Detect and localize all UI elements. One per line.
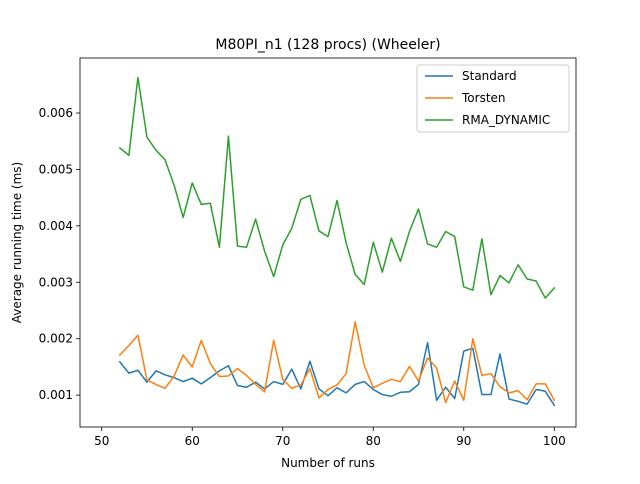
axes-frame <box>79 57 577 428</box>
series-lines <box>118 76 556 407</box>
x-axis-label: Number of runs <box>281 456 375 470</box>
y-tick-label: 0.005 <box>39 162 73 176</box>
legend-label-rma-dynamic: RMA_DYNAMIC <box>462 113 550 127</box>
series-line-rma-dynamic <box>118 76 556 299</box>
chart-title: M80PI_n1 (128 procs) (Wheeler) <box>215 37 440 53</box>
x-tick-label: 60 <box>185 434 200 448</box>
x-axis: 50 60 70 80 90 100 <box>94 427 566 448</box>
legend: Standard Torsten RMA_DYNAMIC <box>416 64 570 133</box>
x-tick-label: 80 <box>366 434 381 448</box>
series-line-standard <box>118 341 556 407</box>
x-tick-label: 90 <box>456 434 471 448</box>
x-tick-label: 50 <box>94 434 109 448</box>
y-axis-label: Average running time (ms) <box>10 162 24 323</box>
y-tick-label: 0.006 <box>39 106 73 120</box>
y-tick-label: 0.001 <box>39 388 73 402</box>
legend-label-standard: Standard <box>462 69 517 83</box>
legend-label-torsten: Torsten <box>461 91 506 105</box>
y-tick-label: 0.004 <box>39 219 73 233</box>
y-tick-label: 0.003 <box>39 275 73 289</box>
legend-box <box>416 64 570 133</box>
x-tick-label: 100 <box>543 434 566 448</box>
x-tick-label: 70 <box>275 434 290 448</box>
series-line-torsten <box>118 321 556 404</box>
y-axis: 0.001 0.002 0.003 0.004 0.005 0.006 <box>39 106 80 402</box>
y-tick-label: 0.002 <box>39 332 73 346</box>
